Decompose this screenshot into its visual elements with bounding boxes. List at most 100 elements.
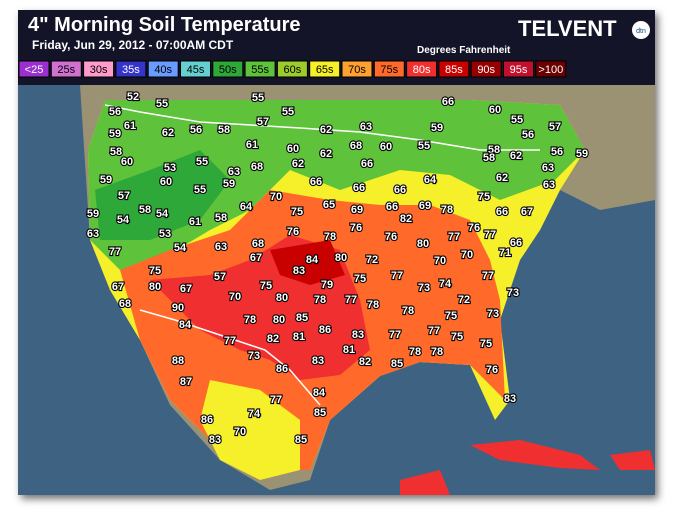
station-value: 76 xyxy=(468,222,480,234)
central-america xyxy=(400,470,450,495)
station-value: 59 xyxy=(431,122,443,134)
station-value: 77 xyxy=(428,325,440,337)
legend-label: 60s xyxy=(284,64,302,76)
station-value: 52 xyxy=(127,91,139,103)
station-value: 58 xyxy=(110,146,122,158)
station-value: 80 xyxy=(417,238,429,250)
station-value: 71 xyxy=(499,247,511,259)
station-value: 67 xyxy=(180,283,192,295)
station-value: 82 xyxy=(359,356,371,368)
station-value: 79 xyxy=(321,279,333,291)
station-value: 65 xyxy=(323,199,335,211)
hispaniola xyxy=(610,450,655,470)
legend-label: <25 xyxy=(25,64,44,76)
region-mexico-south xyxy=(200,380,300,480)
station-value: 82 xyxy=(267,333,279,345)
station-value: 67 xyxy=(250,252,262,264)
station-value: 78 xyxy=(367,299,379,311)
station-value: 59 xyxy=(223,178,235,190)
station-value: 68 xyxy=(119,298,131,310)
station-value: 85 xyxy=(295,434,307,446)
station-value: 88 xyxy=(172,355,184,367)
station-value: 85 xyxy=(391,358,403,370)
station-value: 57 xyxy=(118,190,130,202)
station-value: 77 xyxy=(482,270,494,282)
station-value: 82 xyxy=(400,213,412,225)
station-value: 56 xyxy=(190,124,202,136)
station-value: 64 xyxy=(424,174,437,186)
station-value: 78 xyxy=(441,204,453,216)
station-value: 77 xyxy=(270,394,282,406)
station-value: 73 xyxy=(487,308,499,320)
station-value: 54 xyxy=(156,208,169,220)
station-value: 75 xyxy=(149,265,161,277)
legend-label: 40s xyxy=(154,64,172,76)
legend-label: 70s xyxy=(348,64,366,76)
station-value: 75 xyxy=(480,338,492,350)
station-value: 75 xyxy=(354,273,366,285)
station-value: 75 xyxy=(260,280,272,292)
cuba xyxy=(470,440,600,470)
station-value: 78 xyxy=(324,231,336,243)
station-value: 86 xyxy=(201,414,213,426)
station-value: 60 xyxy=(287,143,299,155)
region-dark-green xyxy=(95,150,230,240)
station-value: 54 xyxy=(117,214,130,226)
station-value: 56 xyxy=(551,146,563,158)
legend-swatch xyxy=(309,60,341,78)
legend-swatch xyxy=(341,60,373,78)
station-value: 80 xyxy=(335,252,347,264)
station-value: 66 xyxy=(510,237,522,249)
station-value: 59 xyxy=(87,208,99,220)
station-value: 58 xyxy=(488,144,500,156)
legend-label: 35s xyxy=(122,64,140,76)
station-value: 56 xyxy=(522,129,534,141)
station-value: 77 xyxy=(391,270,403,282)
station-value: 80 xyxy=(149,281,161,293)
station-value: 55 xyxy=(252,92,264,104)
station-value: 73 xyxy=(507,287,519,299)
station-value: 57 xyxy=(257,116,269,128)
station-value: 60 xyxy=(489,104,501,116)
logo-badge: dtn xyxy=(636,28,646,35)
station-value: 63 xyxy=(360,121,372,133)
station-value: 60 xyxy=(380,141,392,153)
legend: <25 25s 30s 35s 40s 45s 50s 55s 60s 65s 70s 75s 80s 8… xyxy=(18,60,567,78)
station-value: 72 xyxy=(458,294,470,306)
station-value: 55 xyxy=(194,184,206,196)
station-value: 83 xyxy=(504,393,516,405)
station-value: 77 xyxy=(389,329,401,341)
station-value: 70 xyxy=(434,255,446,267)
station-value: 76 xyxy=(287,226,299,238)
station-value: 53 xyxy=(159,228,171,240)
station-value: 62 xyxy=(162,127,174,139)
station-value: 78 xyxy=(402,305,414,317)
station-value: 64 xyxy=(240,201,253,213)
station-value: 55 xyxy=(418,140,430,152)
station-value: 57 xyxy=(214,271,226,283)
station-value: 81 xyxy=(293,331,305,343)
station-value: 75 xyxy=(445,310,457,322)
title: 4" Morning Soil Temperature xyxy=(28,14,300,36)
station-value: 58 xyxy=(139,204,151,216)
legend-swatch xyxy=(470,60,502,78)
station-value: 59 xyxy=(576,148,588,160)
station-value: 78 xyxy=(244,314,256,326)
station-value: 54 xyxy=(174,242,187,254)
logo: TELVENT xyxy=(518,16,617,41)
station-value: 63 xyxy=(228,166,240,178)
legend-label: 90s xyxy=(477,64,495,76)
legend-label: 85s xyxy=(445,64,463,76)
legend-swatch xyxy=(83,60,115,78)
station-value: 84 xyxy=(179,319,192,331)
station-value: 78 xyxy=(314,294,326,306)
station-value: 90 xyxy=(172,302,184,314)
station-value: 63 xyxy=(215,241,227,253)
station-value: 61 xyxy=(124,120,136,132)
station-value: 77 xyxy=(448,231,460,243)
station-value: 70 xyxy=(270,191,282,203)
station-value: 57 xyxy=(549,121,561,133)
region-85s xyxy=(270,240,345,285)
station-value: 60 xyxy=(121,156,133,168)
